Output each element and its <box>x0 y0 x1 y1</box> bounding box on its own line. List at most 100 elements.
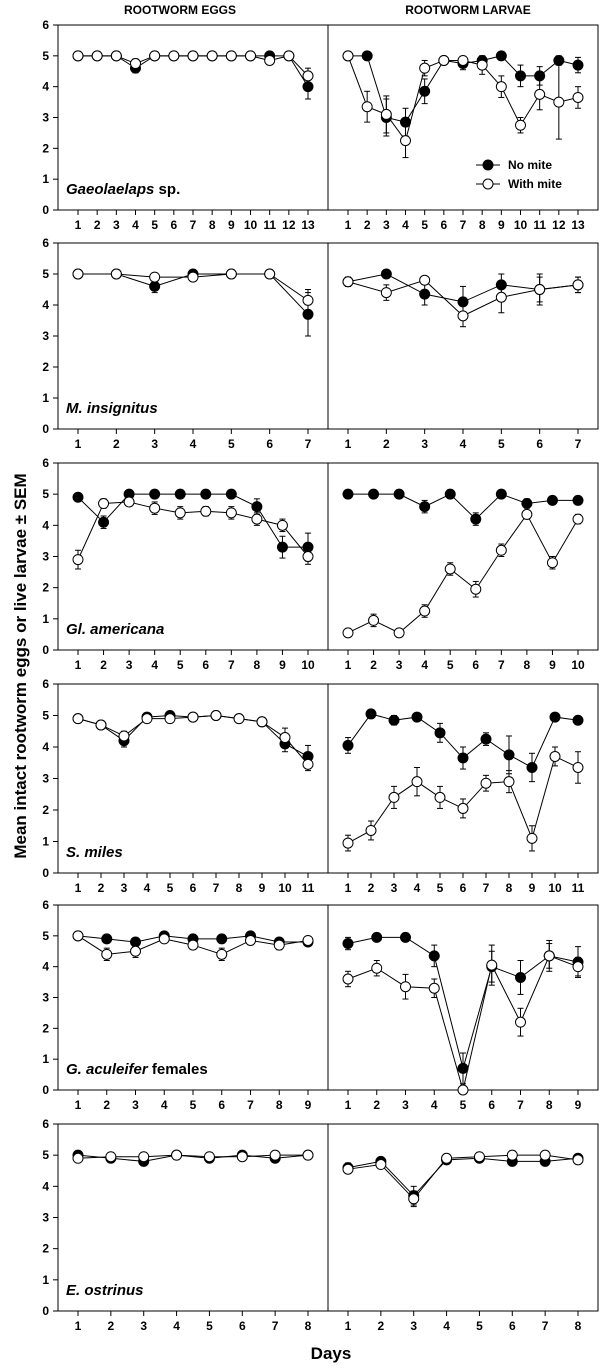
y-tick-label: 3 <box>42 1211 49 1225</box>
data-point-with-mite <box>251 513 263 525</box>
x-tick-label: 5 <box>437 881 444 895</box>
x-tick-label: 11 <box>533 218 546 232</box>
data-point-no-mite <box>411 711 423 723</box>
data-point-with-mite <box>245 50 256 62</box>
data-point-no-mite <box>419 501 431 513</box>
data-point-with-mite <box>187 271 199 283</box>
panel-3-eggs: 0 1 2 3 4 5 6 1 2 3 4 5 6 7 8 9 10 Gl. americana <box>42 456 329 672</box>
x-tick-label: 3 <box>113 218 120 232</box>
x-tick-label: 3 <box>132 1098 139 1112</box>
x-tick-label: 3 <box>151 437 158 451</box>
x-tick-label: 4 <box>132 218 139 232</box>
x-tick-label: 3 <box>383 218 390 232</box>
data-point-with-mite <box>457 310 469 322</box>
data-point-no-mite <box>572 59 584 71</box>
panel-2-eggs: 0 1 2 3 4 5 6 1 2 3 4 5 6 7 M. insignitus <box>42 236 329 451</box>
x-tick-label: 3 <box>121 881 128 895</box>
x-tick-label: 4 <box>190 437 197 451</box>
data-point-with-mite <box>368 614 380 626</box>
y-tick-label: 6 <box>42 898 49 912</box>
data-point-with-mite <box>444 563 456 575</box>
data-point-with-mite <box>534 88 546 100</box>
x-tick-label: 7 <box>460 218 467 232</box>
data-point-no-mite <box>457 1062 469 1074</box>
y-tick-label: 4 <box>42 518 49 532</box>
y-tick-label: 6 <box>42 18 49 32</box>
x-tick-label: 11 <box>302 881 315 895</box>
x-tick-label: 3 <box>402 1098 409 1112</box>
data-point-no-mite <box>342 488 354 500</box>
y-tick-label: 0 <box>42 1083 49 1097</box>
y-tick-label: 2 <box>42 360 49 374</box>
y-tick-label: 1 <box>42 1052 49 1066</box>
y-tick-label: 4 <box>42 740 49 754</box>
x-tick-label: 2 <box>113 437 120 451</box>
data-point-with-mite <box>101 948 113 960</box>
data-point-no-mite <box>302 541 314 553</box>
panel-6-larvae: 1 2 3 4 5 6 7 8 <box>327 1123 599 1333</box>
data-point-with-mite <box>216 948 228 960</box>
data-point-no-mite <box>546 494 558 506</box>
species-label: E. ostrinus <box>66 1282 144 1299</box>
x-tick-label: 1 <box>75 437 82 451</box>
data-point-no-mite <box>380 268 392 280</box>
species-name: S. miles <box>66 844 123 861</box>
data-point-with-mite <box>149 502 161 514</box>
data-point-no-mite <box>393 488 405 500</box>
x-tick-label: 1 <box>345 658 352 672</box>
y-tick-label: 1 <box>42 1273 49 1287</box>
data-point-with-mite <box>279 732 291 744</box>
data-point-with-mite <box>171 1149 183 1161</box>
x-tick-label: 2 <box>98 881 105 895</box>
data-point-no-mite <box>98 516 110 528</box>
panel-4-eggs: 0 1 2 3 4 5 6 1 2 3 4 5 6 7 8 9 10 11 S. miles <box>42 677 329 895</box>
x-tick-label: 9 <box>549 658 556 672</box>
x-tick-label: 3 <box>126 658 133 672</box>
data-point-with-mite <box>543 950 555 962</box>
data-point-with-mite <box>256 716 268 728</box>
data-point-no-mite <box>419 288 431 300</box>
species-name: Gaeolaelaps <box>66 181 154 198</box>
x-tick-label: 3 <box>140 1319 147 1333</box>
data-point-with-mite <box>572 91 584 103</box>
x-tick-label: 5 <box>447 658 454 672</box>
x-tick-label: 5 <box>460 1098 467 1112</box>
data-point-with-mite <box>534 284 546 295</box>
y-tick-label: 4 <box>42 1179 49 1193</box>
data-point-with-mite <box>269 1149 281 1161</box>
x-tick-label: 7 <box>272 1319 279 1333</box>
data-point-with-mite <box>495 291 507 303</box>
legend-label-with-mite: With mite <box>508 177 562 191</box>
x-tick-label: 5 <box>228 437 235 451</box>
y-tick-label: 1 <box>42 172 49 186</box>
data-point-no-mite <box>515 70 526 82</box>
x-tick-label: 8 <box>524 658 531 672</box>
x-tick-label: 6 <box>190 881 197 895</box>
data-point-with-mite <box>457 1084 469 1096</box>
data-point-no-mite <box>200 488 212 500</box>
series-line-no-mite <box>77 493 308 548</box>
data-point-no-mite <box>549 711 561 723</box>
x-tick-label: 6 <box>202 658 209 672</box>
panel-5-eggs: 0 1 2 3 4 5 6 1 2 3 4 5 6 7 8 9 G. aculeifer females <box>42 898 329 1112</box>
data-point-with-mite <box>273 939 285 951</box>
data-point-with-mite <box>276 519 288 531</box>
x-tick-label: 8 <box>479 218 486 232</box>
y-tick-label: 2 <box>42 141 49 155</box>
data-point-with-mite <box>342 1163 354 1175</box>
y-tick-label: 3 <box>42 991 49 1005</box>
x-tick-label: 9 <box>228 218 235 232</box>
y-tick-label: 4 <box>42 80 49 94</box>
y-tick-label: 5 <box>42 1148 49 1162</box>
data-point-no-mite <box>365 708 377 720</box>
x-tick-label: 6 <box>488 1098 495 1112</box>
data-point-no-mite <box>276 541 288 553</box>
data-point-with-mite <box>187 939 199 951</box>
x-tick-label: 9 <box>575 1098 582 1112</box>
legend-marker-no-mite <box>482 159 494 171</box>
data-point-with-mite <box>342 837 354 849</box>
x-tick-label: 11 <box>572 881 585 895</box>
data-point-with-mite <box>342 276 354 288</box>
x-tick-label: 4 <box>173 1319 180 1333</box>
x-tick-label: 9 <box>279 658 286 672</box>
